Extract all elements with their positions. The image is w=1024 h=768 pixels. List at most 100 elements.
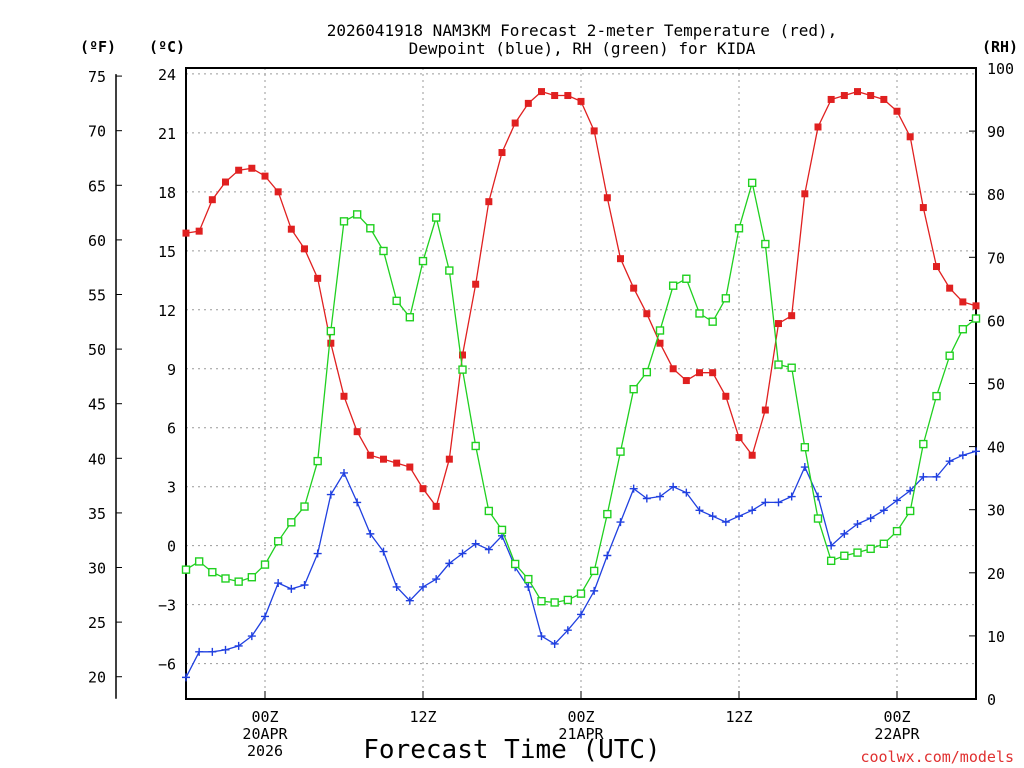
rh-point [879, 539, 889, 548]
dewpoint-point [484, 545, 493, 554]
rh-tick-label: 20 [987, 565, 1005, 583]
fahrenheit-tick-label: 25 [88, 614, 106, 632]
dewpoint-point [471, 539, 480, 548]
dewpoint-point [893, 496, 901, 505]
dewpoint-point [603, 551, 612, 560]
dewpoint-point [326, 490, 335, 499]
x-axis-title: Forecast Time (UTC) [363, 735, 660, 765]
rh-tick-label: 60 [987, 312, 1005, 330]
temperature-point [840, 92, 848, 100]
temperature-point [327, 339, 335, 347]
series-dewpoint [182, 447, 980, 682]
fahrenheit-tick-label: 70 [88, 123, 106, 141]
celsius-tick-label: 21 [158, 125, 176, 143]
temperature-point [182, 229, 190, 237]
temperature-point [906, 133, 914, 141]
temperature-point [551, 92, 559, 100]
temperature-point [287, 225, 295, 233]
fahrenheit-unit-label: (ºF) [80, 38, 116, 56]
temperature-point [248, 164, 256, 172]
rh-point [932, 391, 941, 401]
temperature-point [933, 263, 940, 271]
temperature-point [432, 502, 440, 510]
rh-point [589, 566, 599, 576]
temperature-point [696, 369, 703, 377]
rh-point [813, 514, 823, 523]
temperature-point [445, 455, 453, 463]
rh-point [905, 506, 915, 516]
dewpoint-point [682, 488, 691, 497]
temperature-point [867, 92, 875, 100]
temperature-point [590, 127, 598, 135]
dewpoint-point [274, 579, 283, 588]
celsius-unit-label: (ºC) [149, 38, 185, 56]
dewpoint-point [195, 647, 204, 656]
dewpoint-point [366, 529, 375, 538]
dewpoint-point [616, 518, 625, 527]
celsius-tick-label: 12 [158, 302, 176, 320]
dewpoint-point [563, 626, 572, 635]
temperature-point [222, 178, 229, 186]
temperature-point [380, 455, 387, 463]
temperature-point [393, 459, 401, 467]
temperature-point [854, 88, 861, 96]
temperature-point [208, 196, 216, 204]
fahrenheit-tick-label: 75 [88, 68, 106, 86]
temperature-point [195, 227, 203, 235]
temperature-point [761, 406, 769, 414]
dewpoint-point [840, 529, 849, 538]
rh-point [866, 544, 875, 554]
dewpoint-point [787, 492, 796, 501]
dewpoint-point [458, 549, 467, 558]
rh-point [273, 537, 283, 546]
x-tick-label: 12Z [725, 708, 752, 726]
rh-point [682, 274, 691, 283]
fahrenheit-tick-label: 40 [88, 450, 106, 468]
rh-point [524, 574, 533, 584]
rh-point [550, 598, 559, 607]
x-tick-label: 22APR [874, 725, 920, 743]
rh-point [642, 367, 652, 377]
dewpoint-point [550, 639, 559, 648]
dewpoint-point [577, 610, 585, 619]
rh-point [537, 596, 546, 606]
rh-point [247, 573, 257, 582]
temperature-point [340, 392, 348, 400]
dewpoint-point [708, 512, 717, 521]
rh-point [392, 296, 401, 306]
rh-point [747, 178, 757, 188]
temperature-point [735, 434, 743, 442]
temperature-point [274, 188, 282, 196]
dewpoint-point [445, 559, 454, 568]
dewpoint-point [208, 647, 217, 656]
rh-point [761, 239, 770, 249]
temperature-point [577, 97, 585, 105]
rh-point [721, 294, 731, 303]
celsius-tick-label: 0 [167, 538, 176, 556]
rh-point [379, 246, 388, 256]
dewpoint-point [524, 582, 533, 591]
dewpoint-point [405, 596, 414, 605]
x-tick-label: 20APR [242, 725, 288, 743]
temperature-point [893, 107, 901, 115]
temperature-point [406, 463, 414, 471]
dewpoint-point [945, 457, 954, 466]
rh-tick-label: 0 [987, 691, 996, 709]
temperature-point [959, 298, 967, 306]
dewpoint-point [735, 512, 743, 521]
temperature-point [485, 198, 493, 206]
fahrenheit-tick-label: 35 [88, 505, 106, 523]
temperature-point [630, 284, 638, 292]
dewpoint-point [800, 463, 809, 472]
rh-point [234, 577, 243, 586]
rh-point [313, 456, 322, 466]
temperature-point [709, 369, 717, 377]
rh-point [853, 548, 862, 557]
temperature-point [353, 428, 361, 436]
series-temperature [182, 88, 980, 510]
rh-point [326, 326, 336, 336]
temperature-point [682, 377, 690, 385]
gridlines [186, 68, 976, 699]
rh-tick-label: 40 [987, 439, 1005, 457]
rh-point [405, 313, 415, 322]
